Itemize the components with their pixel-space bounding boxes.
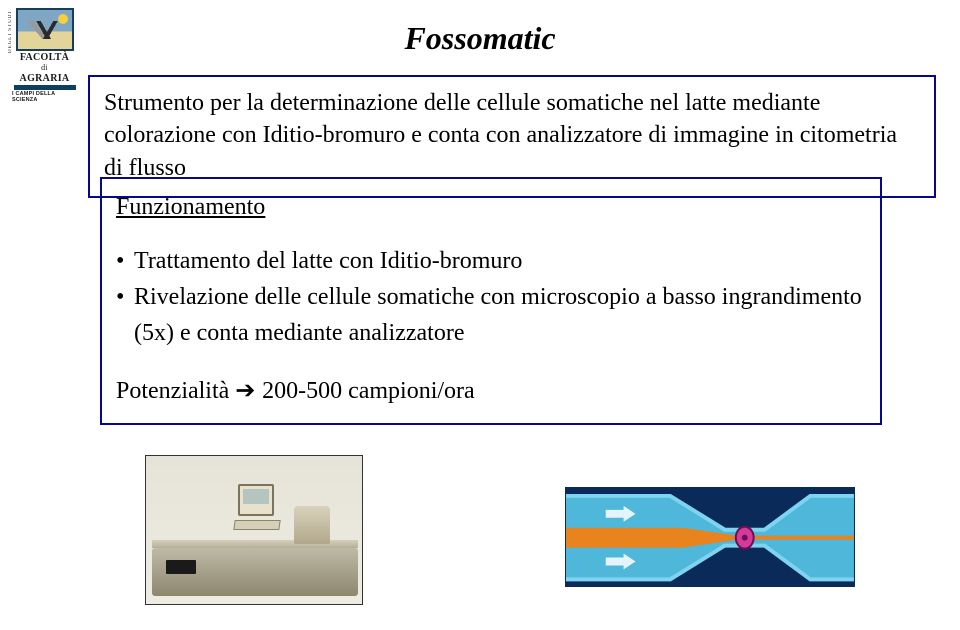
arrow-icon: ➔ — [235, 377, 262, 404]
description-text: Strumento per la determinazione delle ce… — [104, 90, 897, 181]
logo-line2: di — [41, 63, 48, 72]
potentiality-line: Potenzialità ➔ 200-500 campioni/ora — [116, 373, 866, 409]
potentiality-label: Potenzialità — [116, 378, 229, 404]
monitor-shape — [238, 484, 274, 516]
functioning-heading: Funzionamento — [116, 189, 866, 225]
bullet-text-1: Rivelazione delle cellule somatiche con … — [134, 284, 862, 346]
cell-nucleus — [742, 535, 748, 541]
flow-diagram-svg — [566, 488, 854, 587]
keyboard-shape — [233, 520, 280, 530]
potentiality-value: 200-500 campioni/ora — [262, 378, 475, 404]
logo-line3: AGRARIA — [20, 73, 70, 84]
logo-bar — [14, 85, 76, 90]
logo-faculty-text: FACOLTÀ di AGRARIA — [20, 53, 70, 85]
machine-slot-shape — [166, 560, 196, 574]
bullet-list: Trattamento del latte con Iditio-bromuro… — [116, 243, 866, 351]
list-item: Rivelazione delle cellule somatiche con … — [116, 279, 866, 351]
bullet-text-0: Trattamento del latte con Iditio-bromuro — [134, 248, 522, 274]
instrument-photo — [145, 455, 363, 605]
logo-tagline: I CAMPI DELLA SCIENZA — [12, 91, 77, 103]
flow-diagram — [565, 487, 855, 587]
page-title: Fossomatic — [0, 20, 960, 57]
list-item: Trattamento del latte con Iditio-bromuro — [116, 243, 866, 279]
functioning-box: Funzionamento Trattamento del latte con … — [100, 177, 882, 425]
chamber-shape — [294, 506, 330, 544]
